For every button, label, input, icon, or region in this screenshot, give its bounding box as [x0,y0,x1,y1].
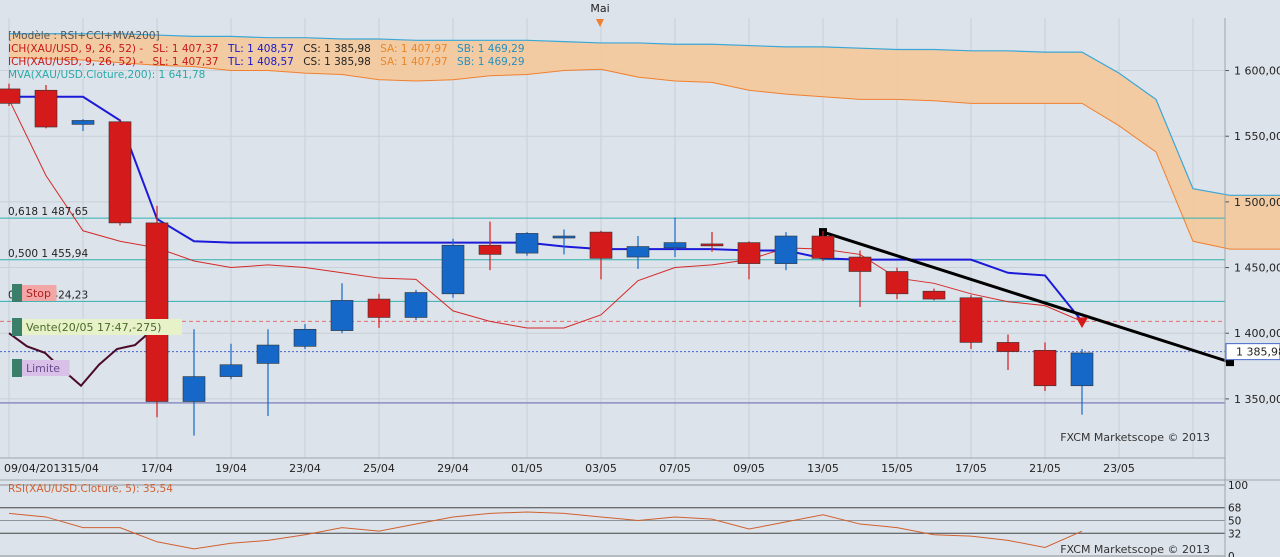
x-tick-label: 17/04 [141,462,173,475]
rsi-line [8,511,1083,550]
fib-label: 0,500 1 455,94 [8,248,88,260]
candle-body [737,242,761,264]
x-tick-label: 19/04 [215,462,247,475]
x-tick-label: 17/05 [955,462,987,475]
price-axis: 1 350,00 1 400,00 1 450,00 1 500,00 1 550,00… [1225,65,1280,406]
candle-body [515,233,539,254]
candle-body [330,300,354,331]
candles [0,83,1094,436]
horizontal-levels [0,217,1225,404]
candle-body [0,88,21,104]
sell-tag-marker [12,318,22,336]
candle-body [108,121,132,224]
candle-body [367,298,391,318]
candle-body [552,235,576,239]
watermark-rsi: FXCM Marketscope © 2013 [1060,543,1210,556]
candle-body [404,292,428,318]
x-tick-label: 15/04 [67,462,99,475]
limit-tag-marker [12,359,22,377]
candle-body [996,342,1020,352]
y-tick-label: 1 350,00 [1234,393,1280,406]
x-tick-label: 03/05 [585,462,617,475]
y-tick-label: 1 500,00 [1234,196,1280,209]
candle-body [182,376,206,402]
candle-body [71,120,95,125]
limit-tag-bg [22,360,70,376]
stop-tag-bg [22,285,57,301]
x-tick-label: 21/05 [1029,462,1061,475]
y-tick-label: 1 550,00 [1234,130,1280,143]
candle-body [663,242,687,249]
candle-body [34,89,58,128]
stop-tag-marker [12,284,22,302]
candle-body [256,344,280,364]
candle-body [811,235,835,259]
ichimoku-cloud [8,33,1280,250]
candle-body [1070,352,1094,387]
last-price-box [1225,343,1280,361]
last-price-label: 1 385,98 [1236,346,1280,359]
rsi-title: RSI(XAU/USD.Cloture, 5): 35,54 [8,483,173,495]
candle-body [145,222,169,402]
candle-body [441,244,465,295]
x-tick-label: 15/05 [881,462,913,475]
date-axis-panel [0,458,1280,480]
date-axis: 09/04/2013 15/04 17/04 19/04 23/04 25/04 29/04… [4,462,1135,475]
cloud-fill [9,33,1280,250]
candle-body [885,271,909,295]
senkou-a-line [8,56,1280,250]
x-tick-label: 01/05 [511,462,543,475]
x-tick-label: 13/05 [807,462,839,475]
legend-ich-2: ICH(XAU/USD, 9, 26, 52) - SL: 1 407,37 T… [8,56,525,68]
sell-tag-bg [22,319,182,335]
legend-ich-1: ICH(XAU/USD, 9, 26, 52) - SL: 1 407,37 T… [8,43,525,55]
watermark-price: FXCM Marketscope © 2013 [1060,431,1210,444]
x-tick-label: 09/04/2013 [4,462,67,475]
x-tick-label: 29/04 [437,462,469,475]
rsi-tick-label: 32 [1228,528,1241,540]
candle-body [589,231,613,259]
candle-body [478,244,502,255]
candle-body [293,328,317,347]
order-tags: Stop Vente(20/05 17:47,-275) Limite [12,284,182,377]
x-tick-label: 09/05 [733,462,765,475]
month-marker: Mai [590,2,609,15]
x-tick-label: 23/05 [1103,462,1135,475]
legend: [Modèle : RSI+CCI+MVA200] ICH(XAU/USD, 9… [8,30,525,81]
candle-body [922,290,946,300]
rsi-tick-label: 68 [1228,503,1241,515]
candle-body [848,256,872,272]
x-tick-label: 07/05 [659,462,691,475]
trend-line [822,230,1231,364]
x-tick-label: 23/04 [289,462,321,475]
y-tick-label: 1 400,00 [1234,327,1280,340]
x-tick-label: 25/04 [363,462,395,475]
fib-label: 0,618 1 487,65 [8,206,88,218]
chikou-line [8,328,154,388]
candle-body [774,235,798,264]
month-marker-arrow [596,19,604,27]
rsi-tick-label: 100 [1228,480,1248,492]
sell-tag-label: Vente(20/05 17:47,-275) [26,321,161,334]
kijun-line [9,95,1083,323]
legend-model: [Modèle : RSI+CCI+MVA200] [8,30,160,42]
candle-body [626,246,650,258]
stop-tag-label: Stop [26,287,51,300]
candle-body [1033,349,1057,387]
trend-handle-end [1226,358,1234,367]
rsi-tick-label: 50 [1228,516,1241,528]
limit-tag-label: Limite [26,362,60,375]
stop-arrow [1076,317,1088,328]
senkou-b-line [9,33,1280,196]
legend-mva: MVA(XAU/USD.Cloture,200): 1 641,78 [8,69,205,81]
candle-body [959,297,983,343]
rsi-tick-label: 0 [1228,551,1235,557]
y-tick-label: 1 600,00 [1234,65,1280,78]
y-tick-label: 1 450,00 [1234,262,1280,275]
candle-body [219,364,243,377]
candle-body [700,243,724,247]
